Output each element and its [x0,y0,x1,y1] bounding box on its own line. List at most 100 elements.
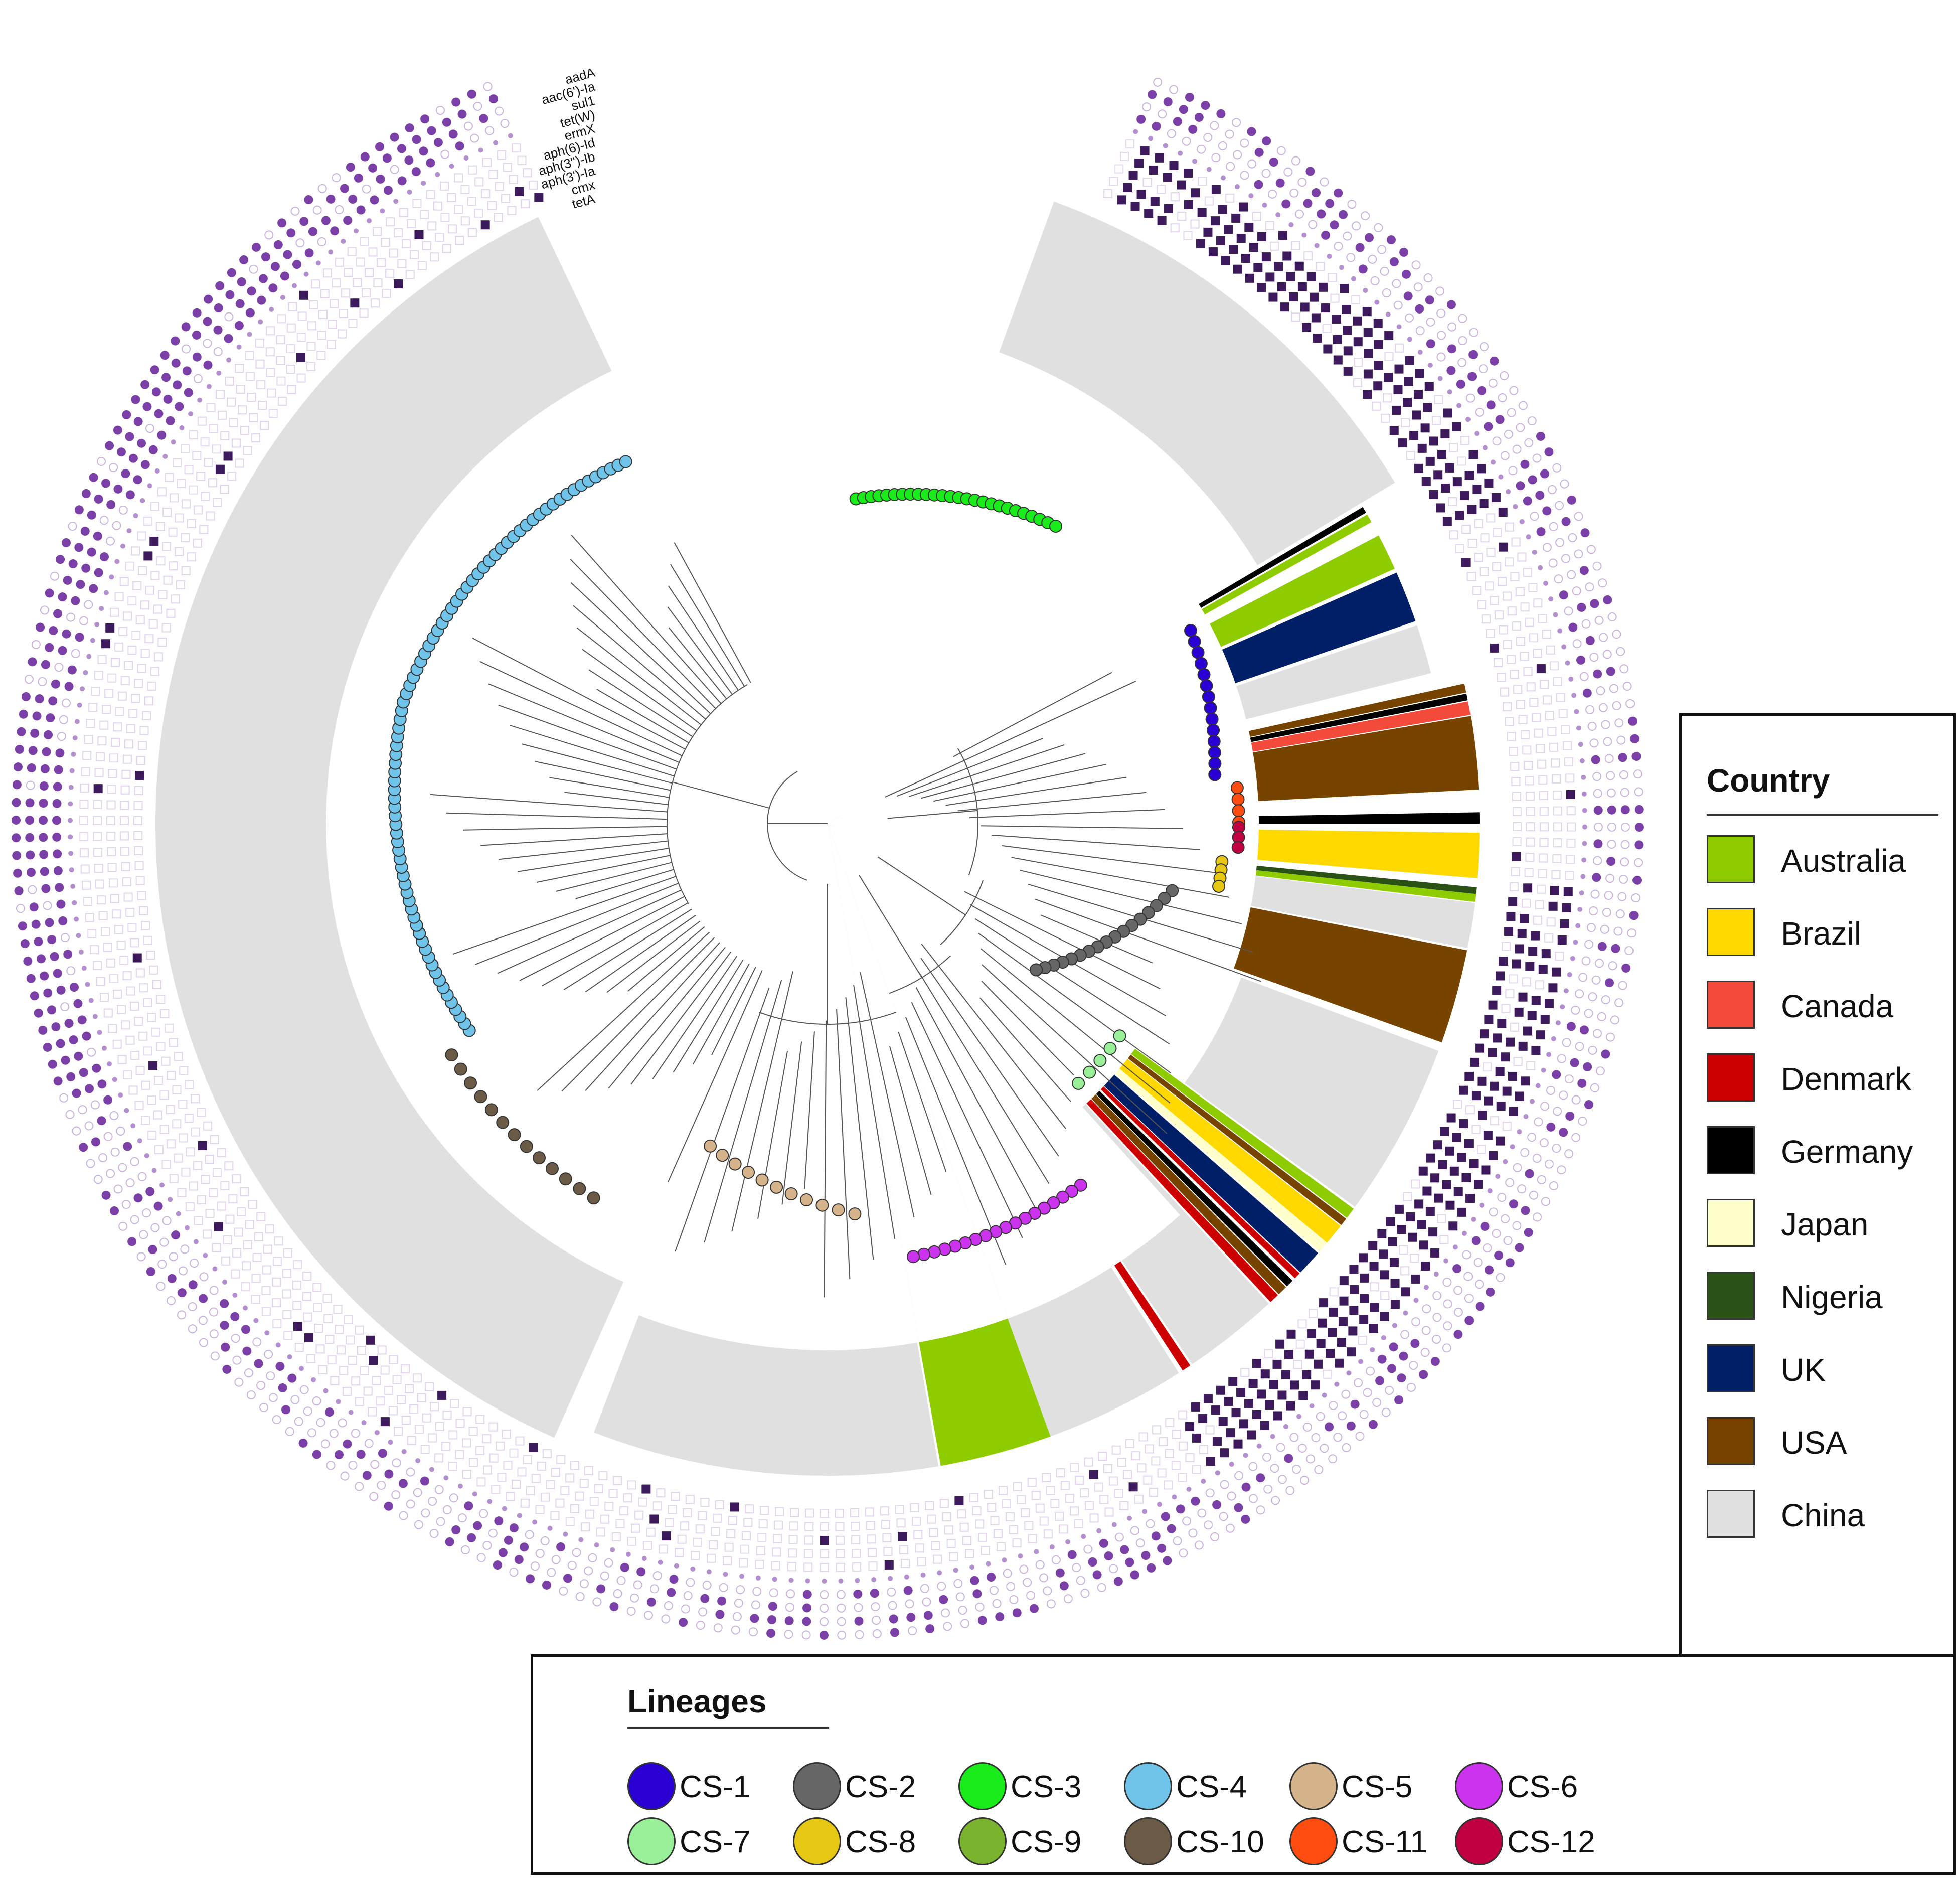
gene-square-filled [369,1356,378,1365]
tree-spoke [585,914,696,993]
gene-square-empty [929,1528,938,1537]
gene-square-empty [883,1546,893,1556]
tree-spoke [675,987,770,1252]
gene-square-empty [197,1108,206,1117]
gene-square-empty [255,359,265,369]
gene-marker-empty [1548,558,1558,568]
gene-marker-empty [958,1606,967,1615]
gene-square-empty [496,1441,505,1451]
gene-square-empty [517,1467,527,1477]
gene-square-filled [1461,558,1471,567]
gene-marker-empty [713,1623,723,1633]
gene-square-filled [1443,408,1452,418]
gene-marker-empty [392,1458,401,1468]
lineage-tip [784,1187,798,1201]
gene-marker-empty [1594,615,1604,625]
gene-marker-empty [1421,1326,1431,1335]
gene-marker-empty [1130,1526,1139,1535]
gene-marker-filled [203,360,213,370]
gene-star [1396,324,1402,330]
gene-square-filled [1394,364,1404,374]
gene-marker-filled [51,1022,61,1032]
gene-square-empty [342,1386,352,1396]
gene-marker-filled [94,494,103,504]
gene-marker-filled [802,1603,812,1613]
gene-star [1580,874,1586,879]
gene-marker-filled [53,849,62,859]
gene-marker-filled [167,1274,177,1283]
gene-square-filled [1531,1046,1541,1055]
gene-marker-empty [87,1047,96,1057]
gene-square-empty [103,1008,113,1018]
gene-square-empty [232,1174,241,1184]
gene-marker-empty [681,1604,690,1614]
gene-square-empty [910,1503,919,1513]
lineage-tip [1204,701,1217,715]
gene-square-empty [286,323,296,333]
gene-star [1503,1159,1508,1164]
gene-square-empty [1512,837,1522,846]
gene-square-filled [1415,369,1424,378]
gene-square-filled [1445,1146,1454,1156]
gene-square-filled [1252,1359,1261,1368]
gene-star [212,1266,218,1272]
lineage-tip [742,1166,755,1179]
gene-square-empty [124,739,134,749]
gene-marker-empty [414,1520,423,1529]
gene-square-empty [120,801,129,810]
gene-square-empty [497,1473,507,1482]
gene-marker-filled [105,441,114,450]
gene-marker-empty [1366,1366,1375,1376]
gene-marker-empty [136,1252,146,1262]
gene-square-empty [1552,854,1562,863]
gene-square-empty [151,1027,161,1037]
gene-square-empty [517,155,527,165]
gene-star [1529,1099,1535,1104]
gene-square-filled [1342,304,1351,314]
gene-square-filled [1523,1026,1533,1036]
gene-square-empty [231,1269,240,1279]
gene-square-empty [205,1154,214,1164]
gene-marker-filled [230,1312,240,1321]
gene-square-empty [138,1031,148,1041]
gene-star [1568,676,1574,682]
gene-square-empty [589,1497,599,1506]
gene-square-empty [1104,1507,1114,1517]
gene-square-empty [1370,1282,1379,1292]
gene-marker-empty [1475,407,1484,417]
gene-square-filled [1418,1166,1428,1176]
gene-marker-empty [1513,1163,1522,1172]
gene-square-filled [515,187,524,196]
gene-square-empty [1528,583,1538,592]
gene-marker-filled [1525,1169,1534,1178]
gene-marker-empty [116,1126,125,1136]
gene-square-empty [161,1056,171,1066]
lineage-tip [848,1207,862,1221]
gene-square-empty [1523,567,1532,577]
gene-square-filled [1277,282,1286,291]
gene-square-empty [155,522,165,531]
gene-square-empty [257,401,267,410]
gene-square-empty [1157,1468,1167,1478]
gene-marker-empty [139,1230,148,1239]
gene-marker-filled [54,765,63,774]
gene-square-empty [137,741,147,750]
gene-square-empty [120,847,130,856]
gene-marker-empty [1374,223,1383,232]
gene-square-empty [1558,709,1568,718]
gene-marker-empty [1561,554,1570,563]
gene-marker-empty [1517,1184,1527,1194]
gene-square-empty [959,1522,969,1532]
gene-square-empty [1050,1499,1060,1508]
gene-square-empty [1439,1235,1449,1244]
gene-square-filled [1496,1102,1506,1111]
gene-marker-filled [1099,1538,1108,1548]
gene-star [625,1551,631,1557]
gene-marker-filled [995,1612,1005,1622]
tree-spoke [463,826,668,831]
gene-marker-filled [397,144,407,153]
gene-square-empty [209,1188,218,1197]
gene-marker-filled [125,490,135,500]
gene-star [1563,988,1569,994]
gene-square-filled [1457,1207,1466,1217]
